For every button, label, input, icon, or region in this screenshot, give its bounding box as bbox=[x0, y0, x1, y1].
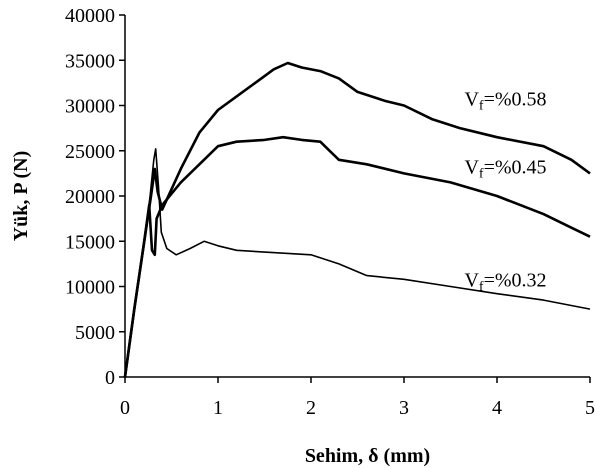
y-tick-label: 25000 bbox=[65, 141, 115, 163]
y-tick-label: 20000 bbox=[65, 186, 115, 208]
series-line-1 bbox=[123, 61, 591, 378]
series-label-2: Vf=%0.45 bbox=[464, 156, 546, 181]
x-tick-label: 4 bbox=[492, 397, 502, 419]
series-labels: Vf=%0.58 Vf=%0.45 Vf=%0.32 bbox=[464, 89, 546, 295]
series-line-3 bbox=[124, 148, 591, 378]
y-tick-label: 15000 bbox=[65, 231, 115, 253]
y-tick-label: 5000 bbox=[75, 322, 115, 344]
axes: 0 5000 10000 15000 20000 25000 30000 35000 40000… bbox=[65, 5, 595, 419]
y-tick-label: 10000 bbox=[65, 277, 115, 299]
x-tick-label: 2 bbox=[306, 397, 316, 419]
x-tick-label: 5 bbox=[585, 397, 595, 419]
y-tick-label: 30000 bbox=[65, 96, 115, 118]
y-tick-label: 0 bbox=[105, 367, 115, 389]
x-tick-label: 1 bbox=[213, 397, 223, 419]
series-label-1: Vf=%0.58 bbox=[464, 89, 546, 114]
y-tick-label: 40000 bbox=[65, 5, 115, 27]
series-label-3: Vf=%0.32 bbox=[464, 270, 546, 295]
series-layer bbox=[123, 61, 591, 378]
x-tick-label: 0 bbox=[120, 397, 130, 419]
series-line-2 bbox=[123, 135, 591, 378]
x-axis-title: Sehim, δ (mm) bbox=[305, 445, 430, 467]
x-tick-label: 3 bbox=[399, 397, 409, 419]
y-axis-title: Yük, P (N) bbox=[10, 151, 32, 242]
y-tick-label: 35000 bbox=[65, 50, 115, 72]
